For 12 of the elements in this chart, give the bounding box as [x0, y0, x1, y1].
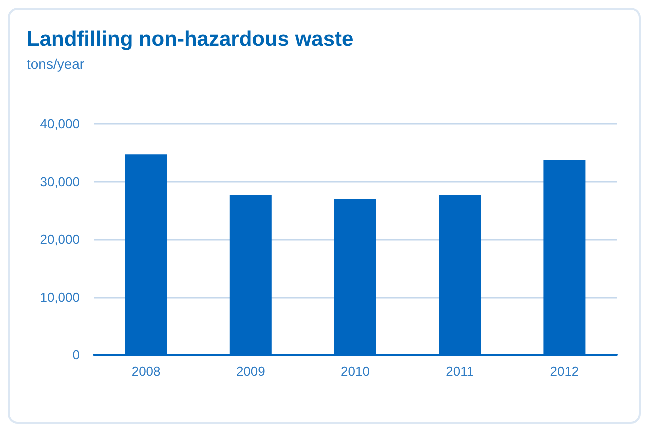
x-tick-label: 2010 — [341, 364, 370, 379]
x-tick-label: 2011 — [446, 364, 474, 379]
chart-subtitle: tons/year — [27, 56, 85, 72]
x-tick-label: 2008 — [132, 364, 161, 379]
chart-title: Landfilling non-hazardous waste — [27, 28, 354, 51]
x-tick-label: 2009 — [236, 364, 266, 379]
y-tick-label: 0 — [72, 348, 80, 362]
y-tick-label: 10,000 — [40, 290, 80, 305]
x-tick-label: 2012 — [550, 364, 580, 379]
y-tick-label: 20,000 — [40, 232, 80, 247]
y-tick-label: 40,000 — [40, 116, 80, 132]
y-tick-label: 30,000 — [40, 174, 80, 190]
